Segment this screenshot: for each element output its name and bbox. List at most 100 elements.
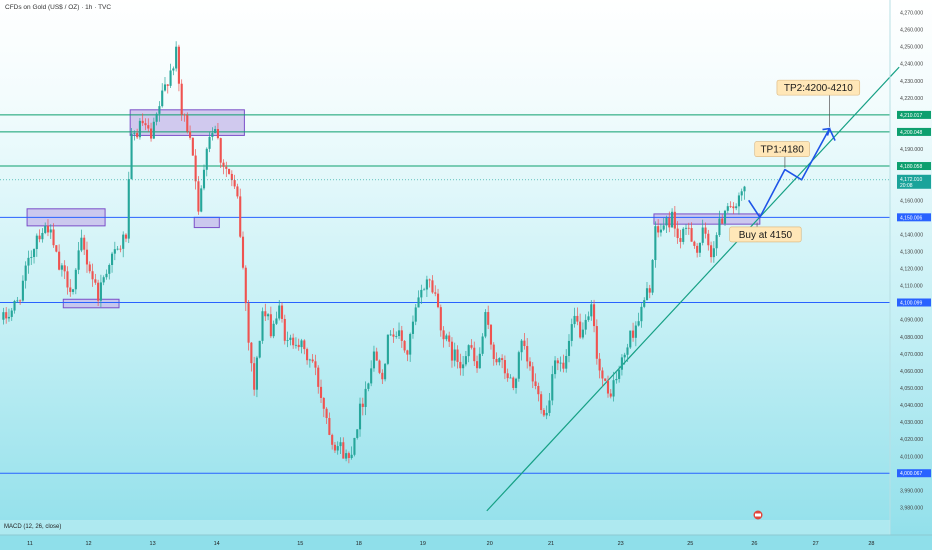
price-tick-label: 4,010.000 — [900, 454, 923, 460]
time-tick-label: 27 — [813, 541, 819, 547]
candle-body — [58, 251, 61, 270]
candle-body — [228, 168, 231, 174]
forecast-path-layer[interactable] — [748, 127, 836, 219]
price-tick-label: 4,130.000 — [900, 249, 923, 255]
price-level-tag-text: 4,180.058 — [900, 164, 922, 170]
candle-body — [459, 361, 462, 369]
candle-body — [715, 235, 718, 249]
candle-body — [567, 340, 571, 356]
candle-body — [183, 114, 186, 116]
candle-body — [41, 232, 44, 240]
candle-body — [464, 356, 467, 365]
candle-body — [743, 186, 746, 192]
supply-demand-zone — [653, 213, 761, 225]
candle-body — [386, 334, 389, 364]
forecast-arrow-head — [822, 127, 831, 136]
time-axis[interactable]: 11 12 13 14 15 18 19 20 21 23 25 26 27 28 — [0, 510, 932, 550]
price-tick-label: 4,160.000 — [900, 198, 923, 204]
candle-body — [328, 418, 331, 435]
candle-body — [673, 211, 676, 229]
candle-body — [105, 273, 108, 278]
candle-body — [230, 173, 233, 181]
candle-body — [696, 245, 699, 253]
candle-body — [52, 229, 55, 246]
candle-body — [735, 206, 738, 209]
candle-body — [71, 289, 75, 292]
candle-body — [489, 324, 493, 345]
candle-body — [540, 394, 543, 411]
candle-body — [526, 346, 529, 362]
supply-demand-zone — [62, 298, 120, 309]
candles-layer[interactable] — [2, 41, 746, 464]
price-tick-label: 4,090.000 — [900, 318, 923, 324]
candle-body — [177, 46, 180, 84]
price-tick-label: 4,070.000 — [900, 352, 923, 358]
candle-body — [498, 358, 501, 363]
candle-body — [244, 267, 247, 304]
candle-body — [687, 227, 690, 229]
candle-body — [21, 280, 24, 301]
candle-body — [698, 242, 701, 253]
price-tick-label: 4,260.000 — [900, 28, 923, 34]
candle-body — [453, 349, 456, 361]
candle-body — [152, 121, 155, 139]
candle-body — [80, 237, 83, 251]
macd-indicator-label[interactable]: MACD (12, 26, close) — [4, 524, 62, 530]
candle-body — [559, 362, 562, 364]
candle-body — [389, 334, 392, 336]
time-tick-label: 25 — [687, 541, 693, 547]
candle-body — [19, 300, 22, 302]
candle-body — [640, 306, 643, 322]
candle-body — [501, 358, 504, 361]
candle-body — [604, 378, 607, 381]
candle-body — [570, 324, 573, 341]
candle-body — [531, 366, 534, 382]
candle-body — [345, 453, 348, 459]
candle-body — [473, 347, 476, 362]
candle-body — [723, 210, 727, 224]
candle-body — [300, 340, 303, 348]
candle-body — [110, 253, 114, 265]
annotations-layer[interactable]: TP2:4200-4210 TP1:4180 Buy at 4150 — [729, 79, 861, 243]
candle-body — [445, 335, 448, 340]
candle-body — [122, 234, 125, 249]
price-tick-label: 4,140.000 — [900, 232, 923, 238]
candle-body — [136, 132, 139, 138]
candle-body — [509, 377, 512, 379]
candle-body — [55, 245, 58, 252]
candle-body — [615, 378, 618, 381]
candle-body — [654, 226, 657, 261]
candle-body — [462, 364, 465, 369]
candle-body — [372, 351, 376, 369]
candle-body — [91, 271, 94, 280]
current-price-tag — [897, 174, 931, 189]
candle-body — [202, 169, 206, 189]
time-tick-label: 19 — [420, 541, 426, 547]
candle-body — [548, 400, 551, 413]
candle-body — [333, 444, 337, 451]
candle-body — [24, 265, 27, 281]
candle-body — [138, 120, 141, 138]
price-tick-label: 4,250.000 — [900, 45, 923, 51]
candle-body — [648, 288, 651, 293]
time-tick-label: 15 — [297, 541, 303, 547]
candle-body — [180, 83, 183, 115]
candle-body — [406, 350, 409, 355]
time-tick-label: 21 — [548, 541, 554, 547]
price-axis[interactable]: 3,980.0003,990.0004,000.0004,010.0004,02… — [0, 0, 931, 535]
price-tick-label: 4,270.000 — [900, 11, 923, 17]
candle-body — [85, 249, 89, 265]
callout-box — [729, 226, 802, 243]
trendline-layer[interactable] — [486, 66, 900, 512]
candle-body — [514, 378, 518, 388]
candle-body — [442, 330, 445, 340]
candle-body — [222, 162, 225, 167]
candle-body — [219, 138, 222, 163]
candle-body — [147, 125, 150, 129]
candle-body — [643, 300, 646, 307]
candle-body — [409, 333, 412, 355]
candle-body — [205, 148, 208, 170]
candle-body — [528, 361, 532, 367]
time-tick-label: 20 — [487, 541, 493, 547]
